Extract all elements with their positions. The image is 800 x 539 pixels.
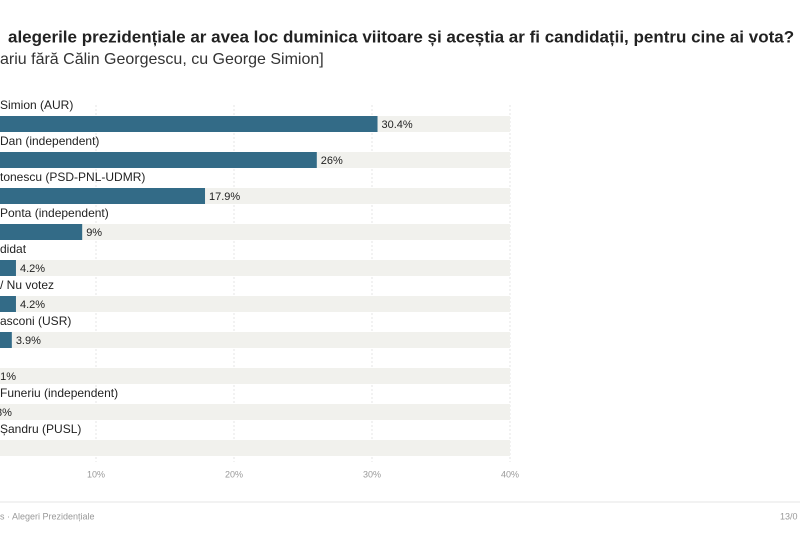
chart-subtitle: ariu fără Călin Georgescu, cu George Sim… (0, 51, 324, 68)
value-label: 2.1% (0, 371, 16, 383)
value-label: 26% (321, 155, 343, 167)
value-label: 17.9% (209, 191, 240, 203)
value-label: 4.2% (20, 299, 45, 311)
value-label: 9% (86, 227, 102, 239)
bar-track (0, 368, 510, 384)
category-label: didat (0, 242, 27, 256)
chart-title: alegerile prezidențiale ar avea loc dumi… (8, 27, 794, 46)
bar (0, 152, 317, 168)
category-label: Ponta (independent) (0, 206, 109, 220)
value-label: 30.4% (382, 119, 413, 131)
bar-track (0, 296, 510, 312)
category-label: asconi (USR) (0, 314, 71, 328)
x-tick-label: 30% (363, 469, 381, 479)
category-label: tonescu (PSD-PNL-UDMR) (0, 170, 145, 184)
bar (0, 332, 12, 348)
category-label: Șandru (PUSL) (0, 422, 81, 436)
bar-track (0, 404, 510, 420)
bar (0, 188, 206, 204)
bar-track (0, 440, 510, 456)
bar (0, 224, 83, 240)
value-label: 3.9% (16, 335, 41, 347)
x-tick-label: 10% (87, 469, 105, 479)
bar (0, 260, 16, 276)
x-tick-label: 40% (501, 469, 519, 479)
category-label: Funeriu (independent) (0, 386, 118, 400)
footer-source: s · Alegeri Prezidențiale (0, 511, 95, 521)
bar (0, 296, 16, 312)
x-tick-label: 20% (225, 469, 243, 479)
value-label: 1.8% (0, 407, 12, 419)
category-label: Simion (AUR) (0, 98, 73, 112)
category-label: Dan (independent) (0, 134, 99, 148)
bar (0, 116, 378, 132)
value-label: 4.2% (20, 263, 45, 275)
bar-track (0, 260, 510, 276)
footer-date: 13/0 (780, 511, 798, 521)
bar-track (0, 224, 510, 240)
category-label: / Nu votez (0, 278, 54, 292)
bar-track (0, 332, 510, 348)
